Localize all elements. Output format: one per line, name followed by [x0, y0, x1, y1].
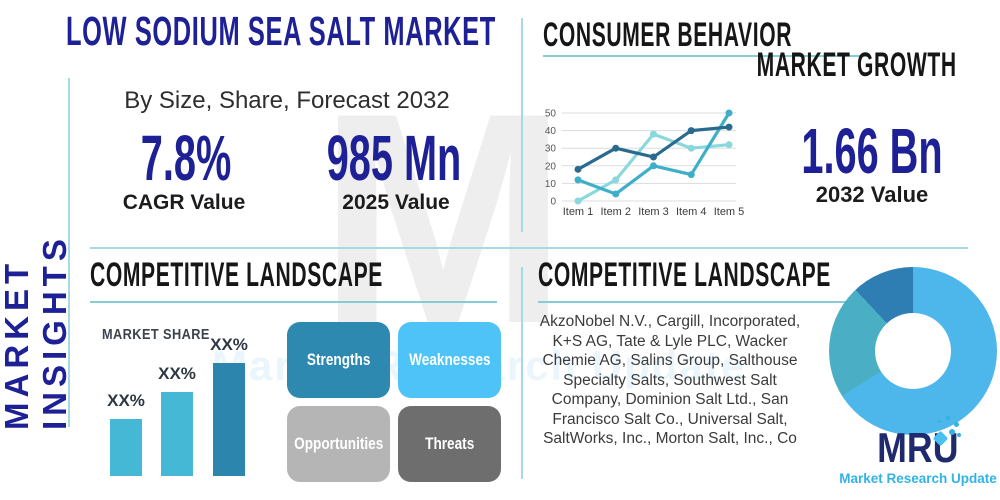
market-share-bar-chart: XX% XX% XX% — [100, 330, 256, 476]
watermark-letter: M — [318, 50, 568, 386]
series-teal-point — [687, 171, 695, 179]
consumer-behavior-heading: CONSUMER BEHAVIOR — [543, 16, 793, 54]
x-axis-tick: Item 5 — [714, 206, 745, 218]
series-teal-point — [650, 162, 657, 170]
value-2025: 985 Mn — [326, 122, 462, 194]
series-teal-point — [725, 109, 733, 117]
cagr-value: 7.8% — [140, 122, 232, 194]
series-light-cyan-point — [612, 176, 620, 184]
y-axis-tick: 20 — [545, 161, 557, 172]
series-dark-blue-point — [687, 127, 695, 135]
cagr-label: CAGR Value — [122, 191, 246, 214]
swot-strengths-label: Strengths — [306, 350, 371, 369]
logo-splash-icon — [926, 416, 966, 448]
market-share-donut-chart — [829, 267, 997, 435]
y-axis-tick: 0 — [550, 197, 556, 208]
swot-threats-label: Threats — [424, 434, 475, 453]
y-axis-tick: 50 — [545, 109, 557, 120]
x-axis-tick: Item 2 — [600, 206, 631, 218]
series-light-cyan-point — [687, 144, 695, 152]
competitive-landscape-left-underline — [90, 301, 497, 303]
series-dark-blue-point — [650, 153, 657, 161]
x-axis-tick: Item 3 — [638, 206, 669, 218]
series-teal-point — [574, 176, 582, 184]
competitive-landscape-left-heading: COMPETITIVE LANDSCAPE — [90, 256, 383, 294]
swot-opportunities-label: Opportunities — [293, 434, 384, 453]
series-light-cyan-point — [650, 130, 657, 138]
value-2025-label: 2025 Value — [342, 191, 450, 214]
market-growth-line-chart: 0 10 20 30 40 50 Item 1 Item 2 Item 3 Item 4 Item … — [545, 109, 745, 219]
market-share-bar-label: XX% — [210, 335, 248, 354]
market-share-bar-label: XX% — [107, 391, 145, 410]
page-subtitle: By Size, Share, Forecast 2032 — [124, 87, 450, 114]
mru-logo-wordmark: MRU — [877, 424, 959, 471]
swot-opportunities-box: Opportunities — [287, 406, 390, 482]
consumer-behavior-underline — [543, 55, 868, 57]
value-2032-label: 2032 Value — [815, 182, 929, 207]
mru-logo-tagline: Market Research Update — [839, 471, 997, 486]
page-title: LOW SODIUM SEA SALT MARKET — [66, 8, 496, 54]
market-insights-vertical-label: MARKET INSIGHTS — [0, 234, 73, 430]
market-growth-heading: MARKET GROWTH — [756, 46, 957, 84]
companies-list: AkzoNobel N.V., Cargill, Incorporated, K… — [539, 313, 801, 447]
y-axis-tick: 40 — [545, 126, 557, 137]
series-light-cyan-point — [574, 197, 582, 205]
swot-threats-box: Threats — [398, 406, 501, 482]
series-dark-blue-point — [574, 165, 582, 173]
value-2032: 1.66 Bn — [801, 115, 943, 187]
left-accent-line — [68, 78, 70, 427]
series-dark-blue-point — [725, 123, 733, 131]
competitive-landscape-right-underline — [538, 301, 874, 303]
market-share-label: MARKET SHARE — [102, 326, 210, 343]
series-light-cyan-point — [725, 141, 733, 149]
top-right-accent-line — [521, 18, 523, 232]
x-axis-tick: Item 1 — [563, 206, 594, 218]
y-axis-tick: 30 — [545, 144, 557, 155]
swot-weaknesses-box: Weaknesses — [398, 322, 501, 398]
middle-divider-line — [90, 247, 968, 249]
y-axis-tick: 10 — [545, 179, 557, 190]
bottom-middle-accent-line — [521, 267, 523, 479]
market-share-bar-label: XX% — [158, 364, 196, 383]
series-teal-point — [612, 190, 620, 198]
swot-strengths-box: Strengths — [287, 322, 390, 398]
market-share-bar — [213, 363, 245, 476]
mru-logo: MRU Market Research Update — [838, 424, 998, 487]
x-axis-tick: Item 4 — [676, 206, 707, 218]
competitive-landscape-right-heading: COMPETITIVE LANDSCAPE — [538, 256, 831, 294]
market-share-bar — [110, 419, 142, 476]
swot-weaknesses-label: Weaknesses — [408, 350, 491, 369]
market-share-bar — [161, 392, 193, 476]
series-teal-line — [576, 111, 731, 196]
series-dark-blue-point — [612, 144, 620, 152]
